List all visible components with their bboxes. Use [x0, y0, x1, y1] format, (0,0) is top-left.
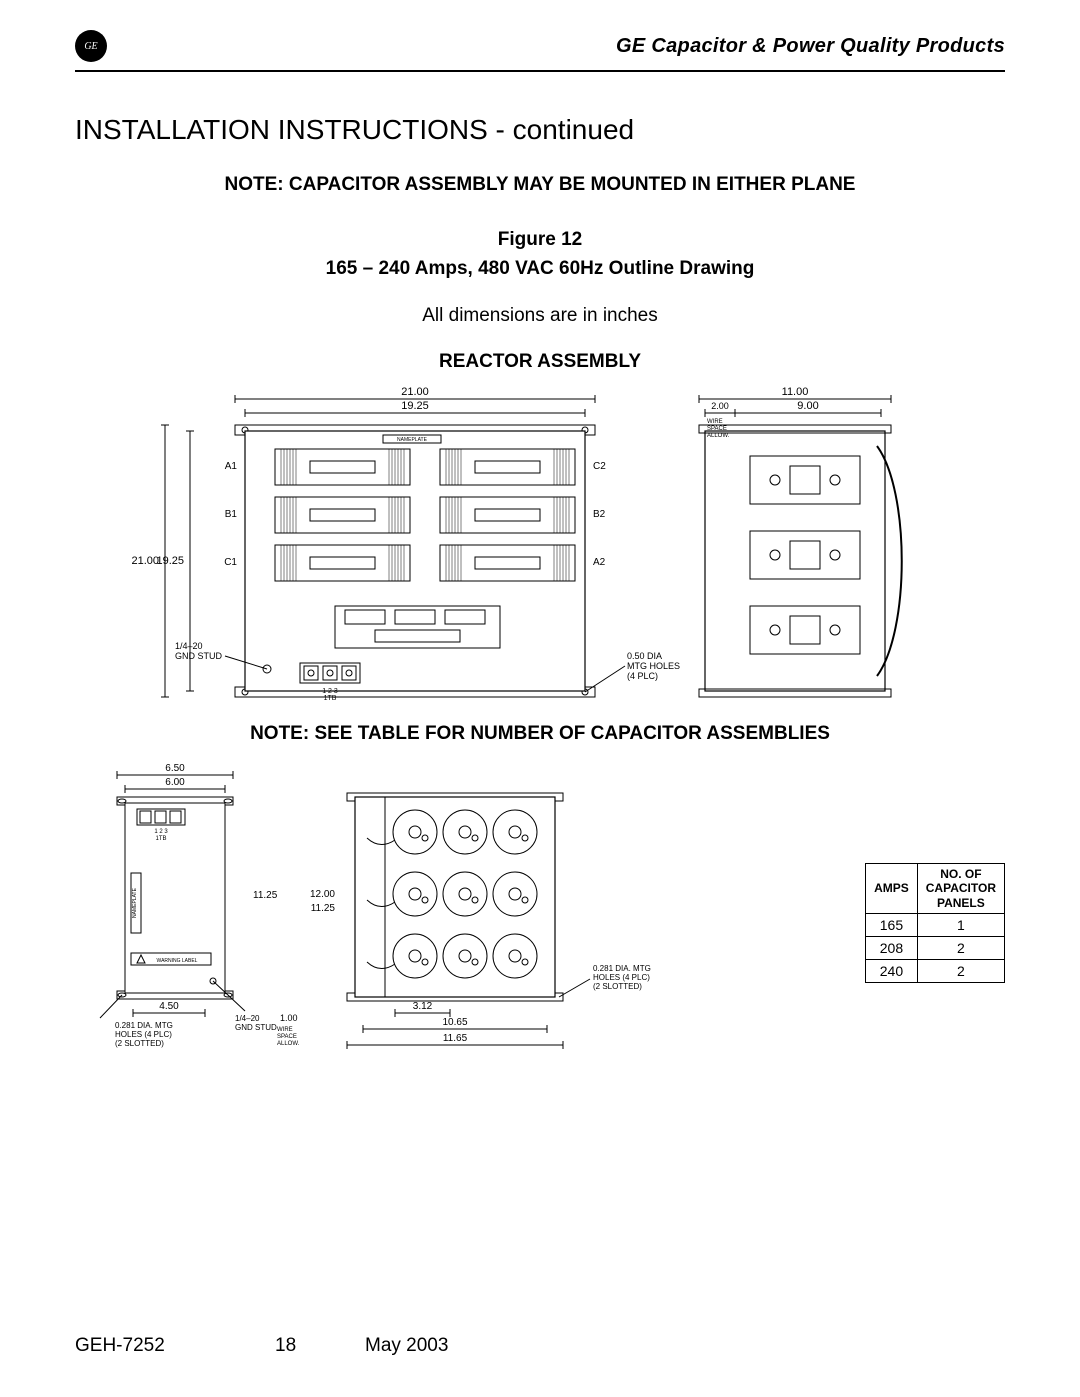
svg-text:1TB: 1TB [155, 836, 166, 842]
table-row: 2402 [866, 960, 1005, 983]
svg-text:9.00: 9.00 [797, 400, 818, 412]
svg-text:21.00: 21.00 [131, 555, 159, 567]
svg-text:SPACE: SPACE [277, 1034, 297, 1040]
table-header-panels: NO. OFCAPACITORPANELS [917, 863, 1004, 913]
reactor-assembly-drawing: 1 2 31TB 1/4–20GND STUD NAMEPLATE A1 B1 C1 C2 B… [125, 381, 955, 711]
table-header-amps: AMPS [866, 863, 918, 913]
table-note: NOTE: SEE TABLE FOR NUMBER OF CAPACITOR … [75, 723, 1005, 745]
page-number: 18 [275, 1335, 365, 1357]
svg-text:1/4–20: 1/4–20 [175, 641, 203, 651]
dimensions-note: All dimensions are in inches [75, 305, 1005, 327]
svg-text:3.12: 3.12 [413, 1001, 433, 1012]
svg-text:19.25: 19.25 [156, 555, 184, 567]
svg-text:4.50: 4.50 [159, 1001, 179, 1012]
svg-text:6.50: 6.50 [165, 763, 185, 774]
svg-text:19.25: 19.25 [401, 400, 429, 412]
svg-text:HOLES (4 PLC): HOLES (4 PLC) [115, 1030, 172, 1039]
page-footer: GEH-7252 18 May 2003 [75, 1335, 1005, 1357]
product-line-title: GE Capacitor & Power Quality Products [616, 35, 1005, 58]
svg-text:ALLOW.: ALLOW. [277, 1041, 300, 1047]
svg-text:(2 SLOTTED): (2 SLOTTED) [115, 1039, 164, 1048]
svg-text:HOLES (4 PLC): HOLES (4 PLC) [593, 973, 650, 982]
svg-text:GND STUD: GND STUD [175, 651, 223, 661]
capacitor-assembly-drawing: 1 2 31TB NAMEPLATE WARNING LABEL 6.50 6.00 4.… [75, 763, 675, 1053]
svg-text:11.00: 11.00 [782, 386, 809, 398]
table-cell: 1 [917, 914, 1004, 937]
svg-text:0.281 DIA. MTG: 0.281 DIA. MTG [115, 1021, 173, 1030]
svg-text:6.00: 6.00 [165, 777, 185, 788]
svg-text:C2: C2 [593, 461, 606, 472]
page-header: GE GE Capacitor & Power Quality Products [75, 30, 1005, 62]
reactor-assembly-heading: REACTOR ASSEMBLY [75, 351, 1005, 373]
doc-date: May 2003 [365, 1335, 448, 1357]
svg-text:MTG HOLES: MTG HOLES [627, 661, 680, 671]
svg-text:NAMEPLATE: NAMEPLATE [132, 887, 138, 918]
table-cell: 2 [917, 937, 1004, 960]
table-cell: 208 [866, 937, 918, 960]
svg-text:0.281 DIA. MTG: 0.281 DIA. MTG [593, 964, 651, 973]
svg-text:A1: A1 [225, 461, 238, 472]
svg-text:WARNING LABEL: WARNING LABEL [157, 958, 198, 964]
svg-text:1/4–20: 1/4–20 [235, 1014, 260, 1023]
capacitor-panels-table: AMPS NO. OFCAPACITORPANELS 165120822402 [865, 863, 1005, 983]
table-row: 1651 [866, 914, 1005, 937]
header-rule [75, 70, 1005, 72]
figure-label-block: Figure 12 165 – 240 Amps, 480 VAC 60Hz O… [75, 226, 1005, 283]
svg-text:B2: B2 [593, 509, 606, 520]
svg-text:ALLOW.: ALLOW. [707, 433, 730, 439]
svg-text:11.25: 11.25 [311, 903, 336, 914]
svg-text:GND STUD: GND STUD [235, 1023, 277, 1032]
svg-text:B1: B1 [225, 509, 238, 520]
figure-caption: 165 – 240 Amps, 480 VAC 60Hz Outline Dra… [326, 258, 755, 279]
figure-number: Figure 12 [498, 229, 582, 250]
capacitor-row: 1 2 31TB NAMEPLATE WARNING LABEL 6.50 6.00 4.… [75, 763, 1005, 1053]
svg-text:A2: A2 [593, 557, 606, 568]
svg-text:1TB: 1TB [324, 695, 337, 702]
ge-logo-icon: GE [75, 30, 107, 62]
svg-text:C1: C1 [224, 557, 237, 568]
table-row: 2082 [866, 937, 1005, 960]
svg-text:2.00: 2.00 [711, 401, 729, 411]
svg-text:11.25: 11.25 [253, 890, 278, 901]
svg-text:1 2 3: 1 2 3 [154, 829, 168, 835]
svg-text:WIRE: WIRE [277, 1027, 293, 1033]
svg-text:WIRE: WIRE [707, 419, 723, 425]
svg-text:11.65: 11.65 [443, 1033, 468, 1044]
section-title: INSTALLATION INSTRUCTIONS - continued [75, 114, 1005, 146]
svg-text:(2 SLOTTED): (2 SLOTTED) [593, 982, 642, 991]
table-cell: 2 [917, 960, 1004, 983]
svg-text:12.00: 12.00 [310, 889, 335, 900]
svg-text:1 2 3: 1 2 3 [322, 688, 338, 695]
svg-text:0.50 DIA: 0.50 DIA [627, 651, 662, 661]
table-cell: 165 [866, 914, 918, 937]
svg-text:(4 PLC): (4 PLC) [627, 671, 658, 681]
svg-text:10.65: 10.65 [442, 1017, 467, 1028]
svg-text:21.00: 21.00 [401, 386, 429, 398]
svg-text:SPACE: SPACE [707, 426, 727, 432]
ge-logo-text: GE [84, 41, 97, 52]
svg-text:NAMEPLATE: NAMEPLATE [397, 437, 428, 443]
svg-text:1.00: 1.00 [280, 1013, 298, 1023]
doc-id: GEH-7252 [75, 1335, 275, 1357]
mounting-note: NOTE: CAPACITOR ASSEMBLY MAY BE MOUNTED … [75, 174, 1005, 196]
table-cell: 240 [866, 960, 918, 983]
